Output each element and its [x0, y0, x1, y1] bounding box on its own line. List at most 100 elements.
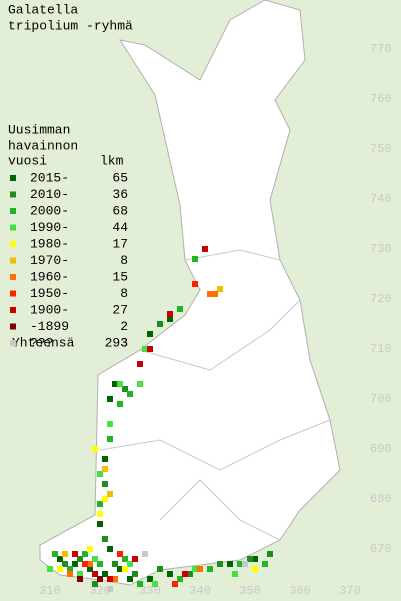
record-square [107, 546, 113, 552]
record-square [117, 566, 123, 572]
record-square [102, 536, 108, 542]
legend-header: vuosi [8, 153, 47, 168]
legend-swatch [10, 290, 16, 297]
region-border [184, 249, 281, 261]
record-square [192, 281, 198, 287]
record-square [142, 551, 148, 557]
record-square [92, 556, 98, 562]
record-square [202, 246, 208, 252]
record-square [52, 551, 58, 557]
y-tick-label: 740 [370, 192, 392, 206]
record-square [147, 576, 153, 582]
legend-label: 2015- [30, 170, 69, 185]
y-tick-label: 710 [370, 342, 392, 356]
record-square [177, 576, 183, 582]
record-square [232, 571, 238, 577]
x-tick-label: 340 [189, 584, 211, 598]
legend-label: 1900- [30, 302, 69, 317]
record-square [177, 306, 183, 312]
record-square [102, 481, 108, 487]
record-square [127, 561, 133, 567]
legend-count: 8 [120, 286, 128, 301]
legend-label: 1950- [30, 286, 69, 301]
x-tick-label: 360 [289, 584, 311, 598]
region-border [99, 419, 331, 471]
record-square [227, 561, 233, 567]
record-square [167, 311, 173, 317]
record-square [87, 561, 93, 567]
record-square [97, 521, 103, 527]
record-square [67, 566, 73, 572]
record-square [197, 566, 203, 572]
legend-swatch [10, 323, 16, 330]
title: tripolium -ryhmä [8, 18, 133, 33]
x-tick-label: 310 [39, 584, 61, 598]
record-square [182, 571, 188, 577]
y-tick-label: 770 [370, 42, 392, 56]
legend-count: 3 [120, 335, 128, 350]
record-square [102, 496, 108, 502]
record-square [147, 331, 153, 337]
record-square [122, 386, 128, 392]
record-square [87, 566, 93, 572]
y-tick-label: 700 [370, 392, 392, 406]
legend-header: havainnon [8, 138, 78, 153]
record-square [72, 561, 78, 567]
record-square [107, 436, 113, 442]
record-square [187, 571, 193, 577]
record-square [192, 566, 198, 572]
y-tick-label: 730 [370, 242, 392, 256]
record-square [102, 571, 108, 577]
x-tick-label: 370 [339, 584, 361, 598]
record-square [172, 581, 178, 587]
record-square [67, 571, 73, 577]
record-square [92, 571, 98, 577]
legend-swatch [10, 208, 16, 214]
record-square [77, 576, 83, 582]
record-square [157, 321, 163, 327]
record-square [112, 576, 118, 582]
legend-count: 17 [112, 236, 128, 251]
record-square [122, 566, 128, 572]
record-square [97, 511, 103, 517]
record-square [77, 556, 83, 562]
record-square [102, 466, 108, 472]
legend-swatch [10, 340, 16, 346]
record-square [107, 576, 113, 582]
y-tick-label: 760 [370, 92, 392, 106]
legend-label: 1960- [30, 269, 69, 284]
record-square [117, 401, 123, 407]
title: Galatella [8, 2, 78, 17]
legend-label: 2010- [30, 187, 69, 202]
record-square [217, 561, 223, 567]
record-square [82, 561, 88, 567]
legend-count: 27 [112, 302, 128, 317]
record-square [112, 381, 118, 387]
record-square [97, 501, 103, 507]
record-square [97, 471, 103, 477]
record-square [192, 256, 198, 262]
country-outline [39, 0, 341, 586]
legend-label: 2000- [30, 203, 69, 218]
record-square [107, 491, 113, 497]
legend-count: 2 [120, 319, 128, 334]
legend-swatch [10, 175, 16, 181]
record-square [247, 556, 253, 562]
record-square [132, 556, 138, 562]
legend-header: lkm [100, 153, 124, 168]
record-square [57, 566, 63, 572]
record-square [122, 556, 128, 562]
record-square [137, 361, 143, 367]
y-tick-label: 750 [370, 142, 392, 156]
x-tick-label: 320 [89, 584, 111, 598]
legend-header: Uusimman [8, 122, 70, 137]
record-square [72, 551, 78, 557]
legend-label: 1970- [30, 253, 69, 268]
total: 293 [105, 335, 128, 350]
record-square [237, 561, 243, 567]
legend-label: 1990- [30, 220, 69, 235]
record-square [212, 291, 218, 297]
legend-swatch [10, 241, 16, 247]
legend-count: 68 [112, 203, 128, 218]
legend-swatch [10, 307, 16, 313]
